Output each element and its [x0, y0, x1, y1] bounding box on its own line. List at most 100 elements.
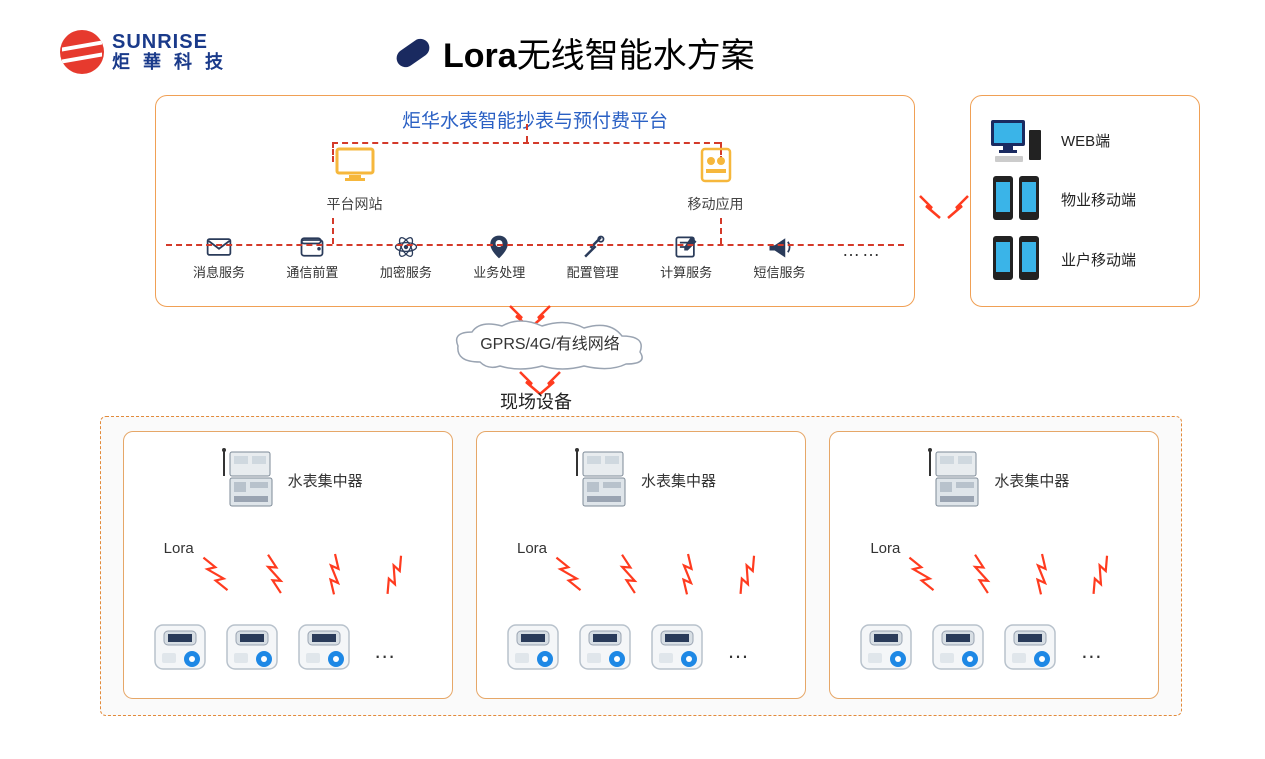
device-cluster: 水表集中器 Lora … [829, 431, 1159, 699]
lightning-icon [547, 549, 592, 604]
service-label: 配置管理 [552, 262, 634, 281]
node-label: 移动应用 [636, 194, 796, 214]
lora-signals [910, 552, 1110, 602]
tools-icon [552, 232, 634, 262]
service-sms: 短信服务 [739, 232, 821, 281]
lightning-icon [900, 549, 945, 604]
atom-icon [365, 232, 447, 262]
service-label: 加密服务 [365, 262, 447, 281]
dash-conn [526, 124, 528, 142]
service-label: 业务处理 [458, 262, 540, 281]
lightning-icon [1023, 550, 1055, 603]
lightning-icon [918, 190, 970, 222]
service-label: 短信服务 [739, 262, 821, 281]
concentrator-icon [220, 446, 276, 515]
envelope-icon [178, 232, 260, 262]
water-meter-icon [296, 621, 352, 680]
client-user: 业户移动端 [989, 234, 1181, 284]
water-meter-icon [577, 621, 633, 680]
lora-label: Lora [517, 540, 547, 557]
service-label: 通信前置 [271, 262, 353, 281]
platform-top-nodes: 平台网站 移动应用 [174, 147, 896, 214]
field-area: 水表集中器 Lora … [100, 416, 1182, 716]
title-bullet-icon [393, 35, 433, 70]
network-cloud: GPRS/4G/有线网络 [450, 318, 650, 372]
meter-row: … [858, 621, 1105, 680]
lightning-icon [258, 550, 290, 603]
brand-logo: SUNRISE 炬 華 科 技 [60, 30, 227, 74]
lora-label: Lora [164, 540, 194, 557]
service-label: 计算服务 [645, 262, 727, 281]
lightning-icon [670, 550, 702, 603]
concentrator-icon [926, 446, 982, 515]
network-label: GPRS/4G/有线网络 [470, 330, 630, 354]
client-web: WEB端 [989, 116, 1181, 164]
lightning-icon [965, 550, 997, 603]
dash-conn [332, 218, 334, 244]
pin-icon [458, 232, 540, 262]
meter-ellipsis: … [1074, 638, 1105, 664]
water-meter-icon [649, 621, 705, 680]
page-title: Lora无线智能水方案 [395, 28, 755, 77]
meter-ellipsis: … [721, 638, 752, 664]
title-text: Lora无线智能水方案 [443, 28, 755, 77]
lora-label: Lora [870, 540, 900, 557]
dash-divider [166, 244, 904, 246]
two-phones-icon [989, 174, 1043, 224]
lora-signals [557, 552, 757, 602]
water-meter-icon [505, 621, 561, 680]
concentrator-icon [573, 446, 629, 515]
node-label: 平台网站 [275, 194, 435, 214]
logo-en: SUNRISE [112, 31, 227, 53]
megaphone-icon [739, 232, 821, 262]
mobile-app-icon [694, 147, 738, 183]
title-bold: Lora [443, 37, 517, 75]
lightning-icon [193, 549, 238, 604]
two-phones-icon [989, 234, 1043, 284]
wallet-icon [271, 232, 353, 262]
client-pm: 物业移动端 [989, 174, 1181, 224]
service-enc: 加密服务 [365, 232, 447, 281]
concentrator: 水表集中器 [220, 446, 363, 515]
service-comm: 通信前置 [271, 232, 353, 281]
concentrator-label: 水表集中器 [641, 470, 716, 491]
dash-conn [720, 218, 722, 244]
platform-panel: 炬华水表智能抄表与预付费平台 平台网站 移动应用 [155, 95, 915, 307]
desktop-pc-icon [989, 116, 1043, 164]
logo-cn: 炬 華 科 技 [112, 53, 227, 73]
services-row: 消息服务 通信前置 加密服务 业务处理 配置管理 [174, 232, 896, 281]
node-platform-mobile: 移动应用 [636, 147, 796, 214]
service-calc: 计算服务 [645, 232, 727, 281]
concentrator: 水表集中器 [926, 446, 1069, 515]
lightning-icon [369, 549, 414, 604]
concentrator-label: 水表集中器 [288, 470, 363, 491]
water-meter-icon [930, 621, 986, 680]
concentrator: 水表集中器 [573, 446, 716, 515]
clients-panel: WEB端 物业移动端 业户移动端 [970, 95, 1200, 307]
meter-ellipsis: … [368, 638, 399, 664]
meter-row: … [152, 621, 399, 680]
node-platform-web: 平台网站 [275, 147, 435, 214]
water-meter-icon [224, 621, 280, 680]
title-rest: 无线智能水方案 [517, 37, 755, 75]
client-label: 物业移动端 [1061, 189, 1136, 210]
client-label: 业户移动端 [1061, 249, 1136, 270]
logo-mark-icon [60, 30, 104, 74]
monitor-icon [333, 147, 377, 183]
field-title: 现场设备 [500, 388, 572, 414]
lightning-icon [1076, 549, 1121, 604]
lightning-icon [317, 550, 349, 603]
device-cluster: 水表集中器 Lora … [123, 431, 453, 699]
water-meter-icon [1002, 621, 1058, 680]
services-ellipsis: …… [832, 232, 892, 261]
service-cfg: 配置管理 [552, 232, 634, 281]
service-biz: 业务处理 [458, 232, 540, 281]
lightning-icon [723, 549, 768, 604]
lora-signals [204, 552, 404, 602]
note-edit-icon [645, 232, 727, 262]
logo-text: SUNRISE 炬 華 科 技 [112, 31, 227, 73]
lightning-icon [611, 550, 643, 603]
water-meter-icon [858, 621, 914, 680]
water-meter-icon [152, 621, 208, 680]
meter-row: … [505, 621, 752, 680]
